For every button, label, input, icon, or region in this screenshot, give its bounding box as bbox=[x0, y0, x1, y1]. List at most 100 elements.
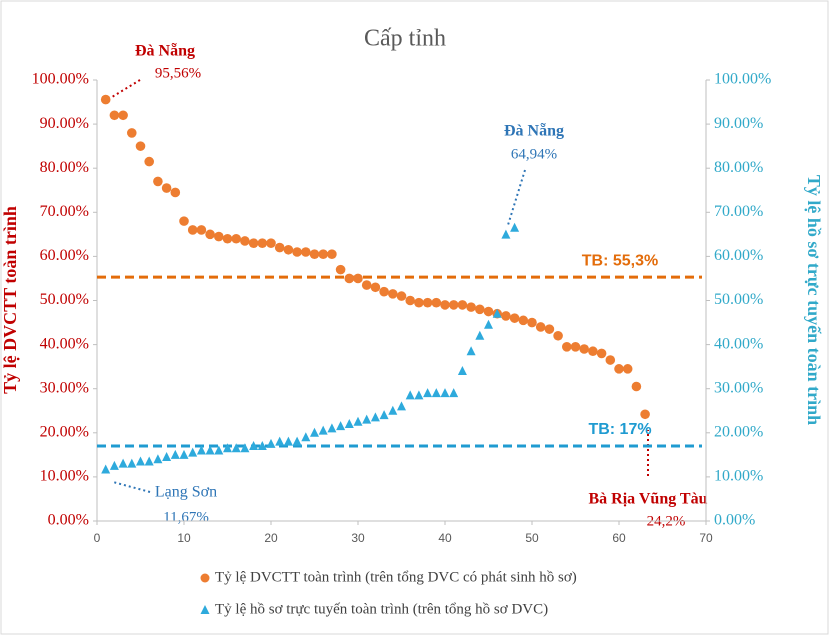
x-tick-label: 30 bbox=[351, 531, 365, 545]
point bbox=[109, 110, 120, 121]
point bbox=[214, 231, 224, 242]
point bbox=[310, 427, 319, 437]
y2-tick-label: 50.00% bbox=[714, 291, 763, 308]
point bbox=[362, 414, 372, 424]
point bbox=[640, 409, 650, 420]
y-tick-label: 70.00% bbox=[40, 203, 89, 220]
point bbox=[431, 388, 441, 398]
point bbox=[379, 286, 389, 297]
y2-tick-label: 10.00% bbox=[714, 468, 763, 485]
y2-tick-label: 90.00% bbox=[714, 115, 763, 132]
point bbox=[431, 297, 442, 308]
annotation: Bà Rịa Vũng Tàu bbox=[588, 491, 707, 508]
point bbox=[101, 464, 111, 474]
y-tick-label: 80.00% bbox=[40, 159, 89, 176]
y-tick-label: 100.00% bbox=[32, 71, 89, 88]
point bbox=[161, 183, 172, 193]
point bbox=[544, 324, 555, 334]
average-label: TB: 55,3% bbox=[582, 252, 658, 269]
point bbox=[301, 247, 311, 257]
legend-marker bbox=[200, 573, 210, 583]
point bbox=[301, 432, 311, 442]
y-axis-label: Tỷ lệ DVCTT toàn trình bbox=[0, 206, 20, 394]
annotation: Đà Nẵng bbox=[135, 43, 195, 60]
point bbox=[135, 141, 146, 151]
annotation-value: 11,67% bbox=[163, 509, 209, 525]
point bbox=[475, 330, 485, 340]
point bbox=[222, 233, 233, 244]
point bbox=[361, 280, 372, 290]
point bbox=[484, 319, 493, 329]
point bbox=[100, 94, 111, 105]
chart-title: Cấp tỉnh bbox=[364, 26, 446, 52]
point bbox=[440, 300, 450, 310]
point bbox=[492, 308, 502, 318]
point bbox=[205, 445, 215, 455]
y-tick-label: 40.00% bbox=[40, 335, 89, 352]
point bbox=[231, 233, 241, 244]
point bbox=[127, 128, 137, 138]
y-tick-label: 10.00% bbox=[40, 468, 89, 485]
legend-label: Tỷ lệ hồ sơ trực tuyến toàn trình (trên … bbox=[215, 601, 548, 617]
point bbox=[162, 452, 172, 462]
point bbox=[509, 313, 520, 323]
point bbox=[579, 344, 589, 354]
point bbox=[170, 187, 181, 198]
point bbox=[179, 449, 189, 459]
x-tick-label: 50 bbox=[525, 531, 539, 545]
point bbox=[136, 456, 145, 466]
point bbox=[501, 311, 511, 321]
point bbox=[422, 297, 433, 308]
point bbox=[109, 460, 119, 470]
point bbox=[309, 249, 320, 259]
point bbox=[631, 381, 642, 392]
y-tick-label: 20.00% bbox=[40, 423, 89, 440]
point bbox=[483, 306, 494, 317]
legend-marker bbox=[200, 605, 210, 614]
point bbox=[414, 390, 424, 400]
point bbox=[274, 242, 285, 253]
point bbox=[318, 249, 329, 259]
point bbox=[405, 390, 415, 400]
point bbox=[336, 421, 346, 431]
point bbox=[266, 238, 276, 248]
point bbox=[457, 300, 468, 310]
point bbox=[118, 110, 128, 121]
point bbox=[275, 436, 285, 446]
point bbox=[231, 443, 241, 453]
point bbox=[466, 302, 476, 312]
point bbox=[335, 264, 346, 275]
y-tick-label: 50.00% bbox=[40, 291, 89, 308]
y-tick-label: 90.00% bbox=[40, 115, 89, 132]
point bbox=[257, 238, 268, 248]
point bbox=[257, 441, 267, 451]
point bbox=[457, 366, 467, 376]
y2-tick-label: 60.00% bbox=[714, 247, 763, 264]
point bbox=[440, 388, 450, 398]
point bbox=[214, 445, 224, 455]
point bbox=[118, 458, 128, 468]
point bbox=[370, 412, 380, 422]
point bbox=[510, 222, 520, 232]
point bbox=[292, 436, 302, 446]
point bbox=[449, 388, 459, 398]
annotation-value: 95,56% bbox=[155, 65, 201, 81]
x-tick-label: 20 bbox=[264, 531, 278, 545]
point bbox=[501, 229, 511, 239]
annotation: Lạng Sơn bbox=[155, 484, 217, 501]
point bbox=[327, 249, 337, 259]
point bbox=[423, 388, 433, 398]
point bbox=[292, 247, 302, 257]
point bbox=[588, 346, 598, 357]
point bbox=[327, 423, 337, 433]
point bbox=[353, 273, 363, 284]
point bbox=[127, 458, 137, 468]
point bbox=[388, 405, 398, 415]
point bbox=[535, 322, 546, 332]
point bbox=[353, 416, 363, 426]
point bbox=[475, 304, 485, 315]
point bbox=[240, 236, 250, 246]
annotation-value: 64,94% bbox=[511, 146, 557, 162]
